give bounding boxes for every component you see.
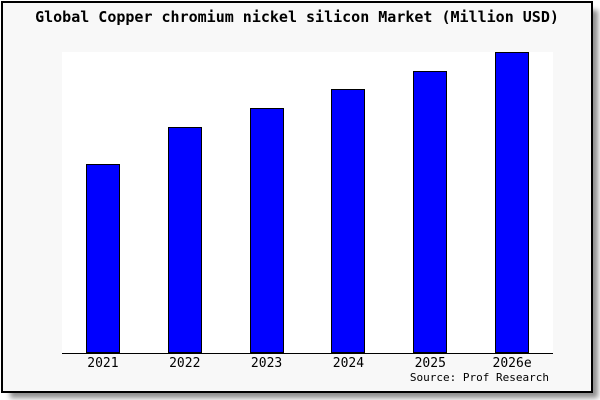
x-tick-2023: 2023 — [250, 356, 283, 371]
x-tick-2025: 2025 — [414, 356, 446, 371]
chart-title: Global Copper chromium nickel silicon Ma… — [35, 8, 559, 26]
plot-area — [62, 52, 553, 354]
bar-2026e — [495, 52, 530, 353]
bar-2021 — [85, 164, 120, 353]
chart-card: Global Copper chromium nickel silicon Ma… — [1, 1, 593, 393]
x-tick-2021: 2021 — [87, 356, 119, 371]
bar-2022 — [167, 127, 202, 353]
x-tick-2026e: 2026e — [492, 356, 532, 371]
x-axis-tick-labels: 2021 2022 2023 2024 2025 2026e — [62, 356, 553, 374]
x-tick-2022: 2022 — [169, 356, 201, 371]
bar-2024 — [331, 88, 366, 353]
source-text: Source: Prof Research — [409, 371, 549, 384]
bar-2025 — [413, 71, 448, 353]
bar-2023 — [249, 107, 284, 353]
x-tick-2024: 2024 — [332, 356, 365, 371]
